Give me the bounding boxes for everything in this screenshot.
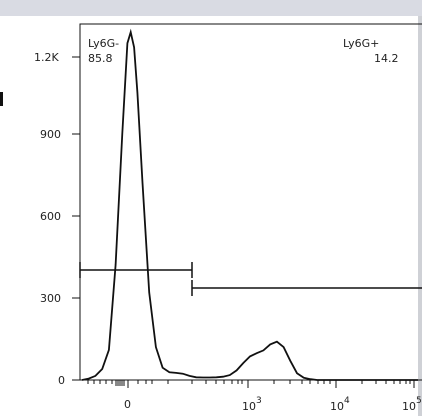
gate-ly6g-pos [191, 280, 422, 296]
plot-frame [79, 23, 422, 381]
window-right-edge [418, 16, 422, 416]
x-tick-label-1e4: 104 [330, 396, 350, 413]
x-axis-labels: 0 103 104 105 [124, 396, 422, 413]
gate-neg-percent: 85.8 [88, 52, 113, 65]
x-tick-label-1e5: 105 [402, 396, 422, 413]
x-tick-label-0: 0 [124, 398, 131, 411]
gate-pos-name: Ly6G+ [343, 37, 379, 50]
x-tick-label-1e3: 103 [242, 396, 262, 413]
x-axis-ticks [87, 380, 415, 388]
y-tick-label-900: 900 [40, 128, 61, 141]
y-tick-label-600: 600 [40, 210, 61, 223]
y-tick-label-0: 0 [58, 374, 65, 387]
gate-neg-name: Ly6G- [88, 37, 119, 50]
gate-ly6g-neg [79, 262, 193, 278]
window-top-band [0, 0, 422, 16]
gate-pos-percent: 14.2 [374, 52, 399, 65]
y-tick-label-300: 300 [40, 292, 61, 305]
histogram-line [81, 28, 418, 381]
left-edge-marker [0, 92, 3, 106]
y-axis: 0 300 600 900 1.2K [34, 51, 80, 387]
y-tick-label-1-2k: 1.2K [34, 51, 59, 64]
